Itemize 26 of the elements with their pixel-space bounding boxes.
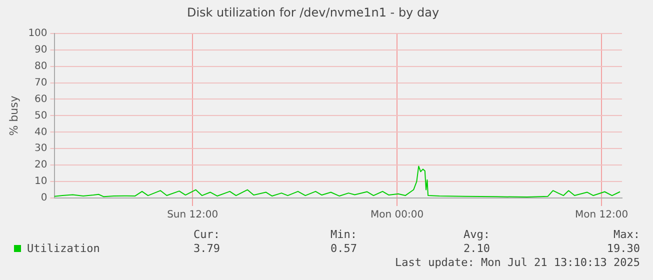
text: Last update: Mon Jul 21 13:10:13 2025 bbox=[394, 256, 640, 269]
y-tick-label: 10 bbox=[34, 176, 48, 188]
y-tick-label: 30 bbox=[34, 143, 48, 154]
text: 2.10 bbox=[464, 242, 490, 255]
text: Max: bbox=[614, 228, 640, 241]
y-tick-label: 90 bbox=[34, 44, 48, 56]
y-tick-label: 70 bbox=[34, 77, 48, 88]
x-tick-label: Mon 12:00 bbox=[575, 210, 628, 221]
y-tick-label: 0 bbox=[40, 192, 48, 204]
text: 0.57 bbox=[330, 242, 357, 255]
y-tick-label: 100 bbox=[28, 28, 48, 39]
y-tick-label: 20 bbox=[34, 160, 48, 171]
text: 19.30 bbox=[606, 242, 640, 255]
x-tick-label: Sun 12:00 bbox=[167, 210, 218, 221]
text: Avg: bbox=[464, 228, 490, 241]
text: 3.79 bbox=[194, 242, 220, 255]
y-tick-label: 80 bbox=[34, 60, 48, 72]
y-tick-label: 50 bbox=[34, 110, 48, 122]
legend-label: Utilization bbox=[26, 242, 100, 255]
chart-title: Disk utilization for /dev/nvme1n1 - by day bbox=[186, 5, 440, 20]
y-axis-title: % busy bbox=[7, 95, 20, 136]
y-tick-label: 60 bbox=[34, 94, 48, 105]
y-tick-label: 40 bbox=[34, 126, 48, 138]
x-tick-label: Mon 00:00 bbox=[370, 210, 424, 221]
text: Min: bbox=[330, 228, 357, 241]
text: Cur: bbox=[194, 228, 220, 241]
